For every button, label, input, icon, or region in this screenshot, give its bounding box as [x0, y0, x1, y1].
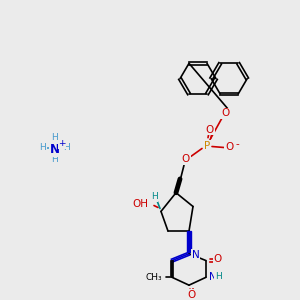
- Text: O: O: [206, 125, 214, 135]
- Text: O: O: [187, 290, 195, 300]
- Text: -: -: [235, 140, 239, 150]
- Text: H: H: [214, 272, 221, 281]
- Text: N: N: [192, 250, 200, 260]
- Text: H: H: [64, 143, 70, 152]
- Text: P: P: [204, 140, 210, 151]
- Text: O: O: [214, 254, 222, 264]
- Text: O: O: [182, 154, 190, 164]
- Text: H: H: [213, 273, 219, 282]
- Text: OH: OH: [132, 199, 148, 208]
- Text: N: N: [209, 272, 217, 282]
- Text: O: O: [221, 108, 229, 118]
- Text: H: H: [52, 133, 58, 142]
- Polygon shape: [187, 231, 191, 252]
- Text: O: O: [225, 142, 233, 152]
- Text: N: N: [50, 143, 60, 156]
- Text: H: H: [40, 143, 46, 152]
- Text: H: H: [151, 192, 158, 201]
- Text: CH₃: CH₃: [146, 273, 162, 282]
- Text: +: +: [58, 139, 66, 148]
- Text: H: H: [52, 155, 58, 164]
